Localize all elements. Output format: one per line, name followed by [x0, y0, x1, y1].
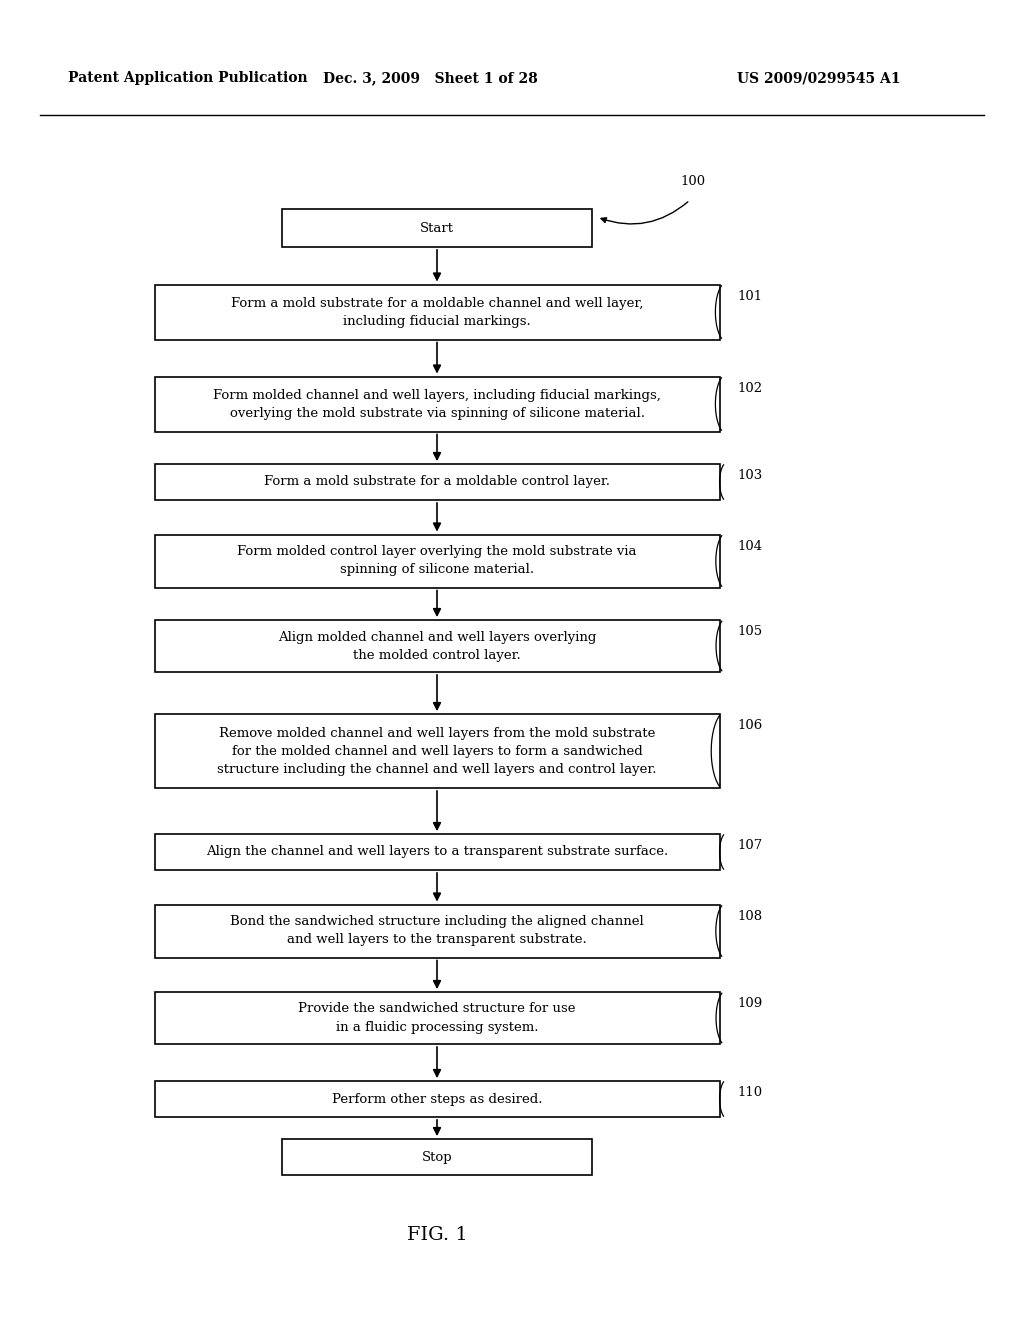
Text: 106: 106: [737, 719, 763, 733]
Text: Form molded control layer overlying the mold substrate via
spinning of silicone : Form molded control layer overlying the …: [238, 545, 637, 577]
Text: US 2009/0299545 A1: US 2009/0299545 A1: [737, 71, 901, 84]
Text: Dec. 3, 2009   Sheet 1 of 28: Dec. 3, 2009 Sheet 1 of 28: [323, 71, 538, 84]
Text: 103: 103: [737, 469, 763, 482]
Text: 110: 110: [737, 1086, 763, 1100]
Text: Patent Application Publication: Patent Application Publication: [68, 71, 307, 84]
Text: Provide the sandwiched structure for use
in a fluidic processing system.: Provide the sandwiched structure for use…: [298, 1002, 575, 1034]
Text: Start: Start: [420, 222, 454, 235]
Text: 107: 107: [737, 840, 763, 851]
Text: Form molded channel and well layers, including fiducial markings,
overlying the : Form molded channel and well layers, inc…: [213, 388, 660, 420]
Text: Align the channel and well layers to a transparent substrate surface.: Align the channel and well layers to a t…: [206, 846, 668, 858]
Bar: [155, 465, 720, 500]
Text: Form a mold substrate for a moldable channel and well layer,
including fiducial : Form a mold substrate for a moldable cha…: [230, 297, 643, 327]
Bar: [155, 535, 720, 587]
Text: 102: 102: [737, 381, 763, 395]
Bar: [155, 376, 720, 432]
Text: Remove molded channel and well layers from the mold substrate
for the molded cha: Remove molded channel and well layers fr…: [217, 726, 656, 776]
Text: FIG. 1: FIG. 1: [407, 1226, 467, 1243]
Text: 109: 109: [737, 997, 763, 1010]
Bar: [155, 904, 720, 957]
Bar: [282, 1139, 592, 1175]
Text: 100: 100: [680, 176, 706, 187]
Text: Bond the sandwiched structure including the aligned channel
and well layers to t: Bond the sandwiched structure including …: [230, 916, 644, 946]
Text: Form a mold substrate for a moldable control layer.: Form a mold substrate for a moldable con…: [264, 475, 610, 488]
Text: 101: 101: [737, 289, 763, 302]
Bar: [155, 620, 720, 672]
Text: 105: 105: [737, 624, 763, 638]
Text: Align molded channel and well layers overlying
the molded control layer.: Align molded channel and well layers ove…: [278, 631, 596, 661]
Bar: [155, 834, 720, 870]
Bar: [155, 993, 720, 1044]
Text: Perform other steps as desired.: Perform other steps as desired.: [332, 1093, 543, 1106]
Text: 104: 104: [737, 540, 763, 553]
Text: 108: 108: [737, 909, 763, 923]
Bar: [155, 714, 720, 788]
Text: Stop: Stop: [422, 1151, 453, 1163]
Bar: [155, 285, 720, 339]
Bar: [282, 209, 592, 247]
Bar: [155, 1081, 720, 1117]
